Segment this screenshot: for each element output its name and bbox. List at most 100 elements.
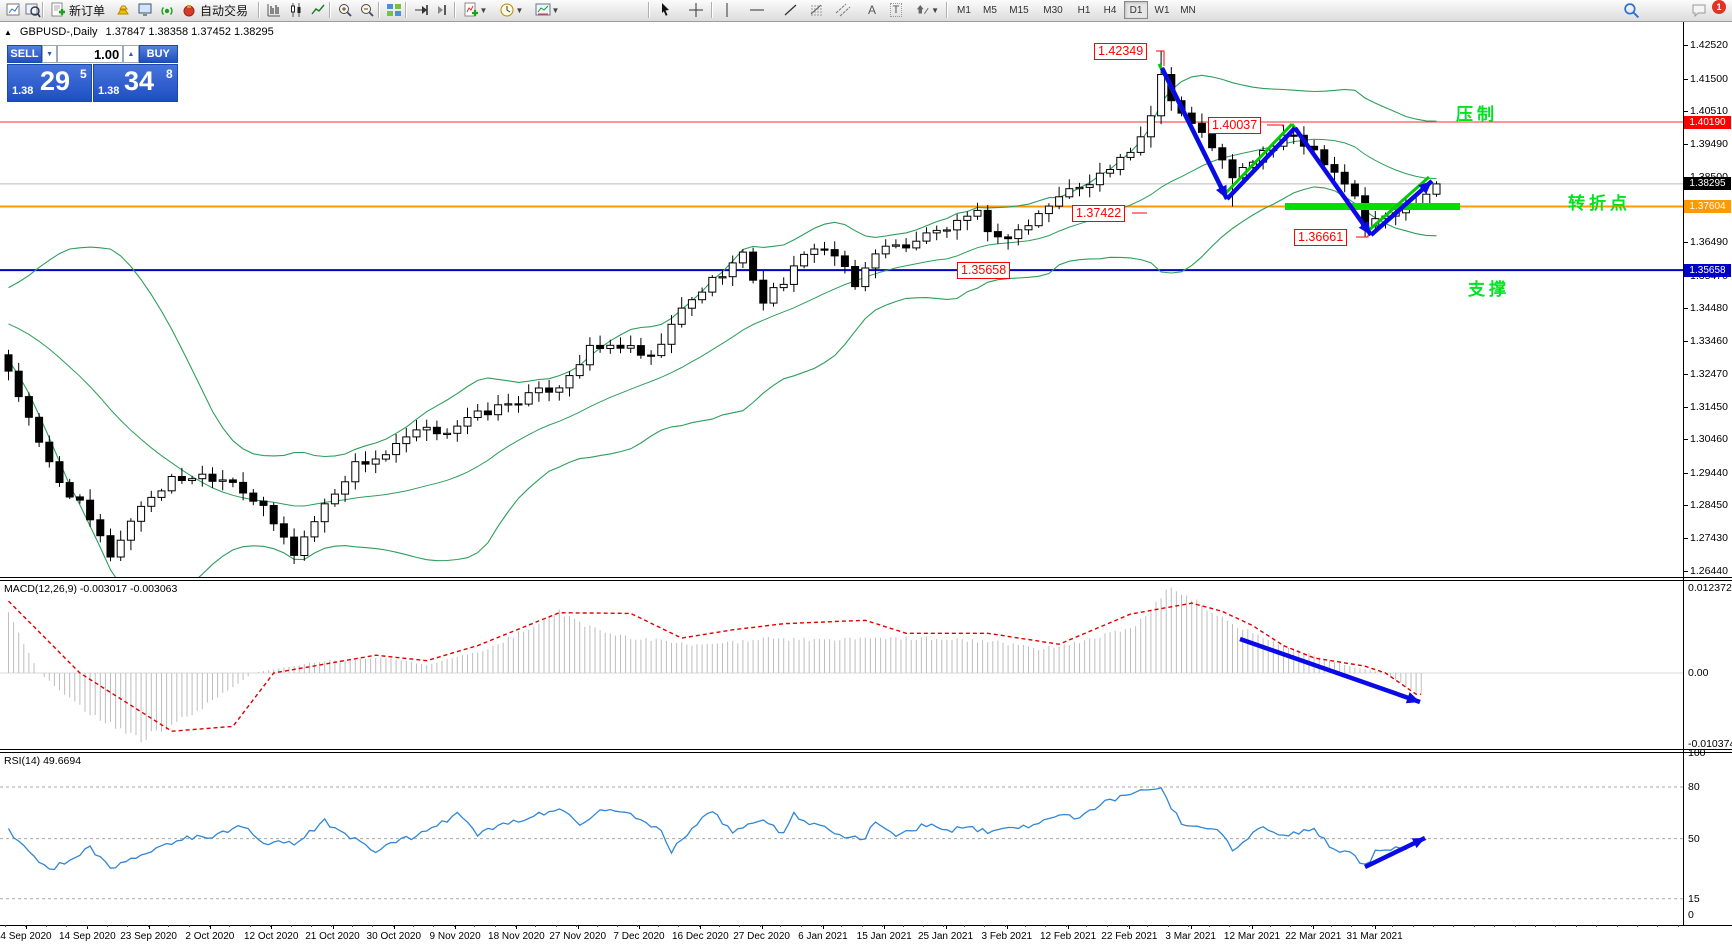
timeframe-m30-button[interactable]: M30: [1038, 1, 1068, 19]
vertical-line-icon: [726, 3, 728, 17]
date-axis-minor-tick: [270, 925, 271, 927]
remote-terminal-button[interactable]: [134, 1, 156, 19]
horizontal-line-tool-button[interactable]: [746, 1, 768, 19]
date-axis-minor-tick: [1657, 925, 1658, 927]
ohlc-values: 1.37847 1.38358 1.37452 1.38295: [105, 26, 274, 38]
templates-button[interactable]: ▼: [531, 1, 563, 19]
trendline-tool-button[interactable]: [780, 1, 802, 19]
timeframe-m1-button[interactable]: M1: [952, 1, 976, 19]
price-axis-label: 1.41500: [1690, 72, 1728, 85]
date-axis-label: 30 Oct 2020: [366, 931, 422, 942]
timeframe-w1-button[interactable]: W1: [1150, 1, 1174, 19]
notification-badge: 1: [1712, 0, 1726, 14]
zoom-in-button[interactable]: [334, 1, 356, 19]
dropdown-arrow-icon: ▼: [479, 5, 488, 15]
pane-separator[interactable]: [0, 577, 1732, 578]
zoom-out-button[interactable]: [356, 1, 378, 19]
date-axis-minor-tick: [189, 925, 190, 927]
buy-button[interactable]: BUY: [138, 45, 178, 63]
chart-shift-icon: [438, 5, 446, 15]
timeframe-h1-button[interactable]: H1: [1072, 1, 1096, 19]
auto-trading-button[interactable]: 自动交易: [178, 1, 251, 19]
date-axis-minor-tick: [658, 925, 659, 927]
crosshair-tool-button[interactable]: [685, 1, 707, 19]
text-tool-button[interactable]: A: [862, 1, 882, 19]
main-chart-canvas[interactable]: [0, 22, 1683, 577]
date-axis-minor-tick: [1474, 925, 1475, 927]
rsi-axis-label: 80: [1688, 781, 1700, 793]
vertical-line-tool-button[interactable]: [716, 1, 738, 19]
rsi-axis-label: 15: [1688, 892, 1700, 905]
pane-separator[interactable]: [0, 580, 1732, 581]
lot-increment-stepper[interactable]: ▲: [123, 45, 139, 63]
deposit-button[interactable]: [112, 1, 134, 19]
timeframe-mn-button[interactable]: MN: [1176, 1, 1200, 19]
rsi-axis-label: 100: [1688, 746, 1706, 759]
candle-chart-type-button[interactable]: [285, 1, 307, 19]
lot-decrement-stepper[interactable]: ▼: [41, 45, 58, 63]
signals-button[interactable]: [156, 1, 178, 19]
timeframe-h4-button[interactable]: H4: [1098, 1, 1122, 19]
new-order-button[interactable]: 新订单: [47, 1, 108, 19]
chart-header: ▲ GBPUSD-,Daily 1.37847 1.38358 1.37452 …: [4, 26, 274, 38]
chart-window-button[interactable]: [2, 1, 24, 19]
search-button[interactable]: [1620, 1, 1643, 19]
line-chart-icon: [311, 4, 325, 15]
date-axis-tick: [1374, 925, 1376, 929]
date-axis-minor-tick: [556, 925, 557, 927]
line-chart-type-button[interactable]: [307, 1, 329, 19]
price-axis-tick: [1684, 242, 1688, 244]
text-label-tool-button[interactable]: T: [886, 1, 906, 19]
periods-button[interactable]: ▼: [495, 1, 527, 19]
pane-separator[interactable]: [0, 749, 1732, 750]
market-watch-button[interactable]: [22, 1, 44, 19]
auto-scroll-button[interactable]: [410, 1, 432, 19]
support-annotation: 支撑: [1468, 280, 1510, 299]
timeframe-d1-button[interactable]: D1: [1124, 1, 1148, 19]
lot-size-input[interactable]: [57, 45, 124, 63]
macd-label: MACD(12,26,9) -0.003017 -0.003063: [4, 583, 178, 595]
arrows-tool-button[interactable]: ▼: [912, 1, 942, 19]
price-axis-label: 1.42520: [1690, 39, 1728, 52]
date-axis-minor-tick: [637, 925, 638, 927]
date-axis-minor-tick: [209, 925, 210, 927]
cursor-tool-button[interactable]: [655, 1, 677, 19]
tile-windows-button[interactable]: [383, 1, 405, 19]
date-axis-tick: [639, 925, 640, 929]
notifications-button[interactable]: [1688, 1, 1712, 19]
signal-icon: [161, 7, 173, 15]
date-axis-minor-tick: [1229, 925, 1230, 927]
indicators-button[interactable]: ▼: [459, 1, 491, 19]
sell-button[interactable]: SELL: [7, 45, 42, 63]
buy-price-tile[interactable]: 1.38 34 8: [93, 64, 178, 102]
date-axis-tick: [1068, 925, 1070, 929]
date-axis-border: [0, 925, 1732, 926]
crosshair-icon: [689, 3, 703, 17]
date-axis-tick: [516, 925, 518, 929]
date-axis-minor-tick: [25, 925, 26, 927]
date-axis-label: 6 Jan 2021: [798, 931, 848, 942]
timeframe-m5-button[interactable]: M5: [978, 1, 1002, 19]
fibonacci-tool-button[interactable]: [806, 1, 828, 19]
price-level-badge: 1.40190: [1684, 115, 1731, 129]
gold-ingot-icon: [117, 5, 129, 15]
bar-chart-type-button[interactable]: [263, 1, 285, 19]
date-axis-minor-tick: [964, 925, 965, 927]
date-axis-minor-tick: [515, 925, 516, 927]
search-icon: [1624, 2, 1640, 18]
price-axis-label: 1.36490: [1690, 236, 1728, 249]
pane-separator[interactable]: [0, 752, 1732, 753]
channel-tool-button[interactable]: [832, 1, 854, 19]
timeframe-m15-button[interactable]: M15: [1004, 1, 1034, 19]
chart-shift-button[interactable]: [432, 1, 454, 19]
auto-scroll-icon: [415, 5, 428, 15]
date-axis-minor-tick: [862, 925, 863, 927]
buy-price-sup: 8: [166, 67, 173, 81]
toolbar-separator: [378, 2, 379, 18]
price-axis-label: 1.31450: [1690, 401, 1728, 414]
sell-price-tile[interactable]: 1.38 29 5: [7, 64, 92, 102]
collapse-chart-icon[interactable]: ▲: [4, 27, 12, 37]
zoom-in-icon: [339, 4, 352, 17]
date-axis-minor-tick: [1127, 925, 1128, 927]
dropdown-arrow-icon: ▼: [551, 5, 560, 15]
